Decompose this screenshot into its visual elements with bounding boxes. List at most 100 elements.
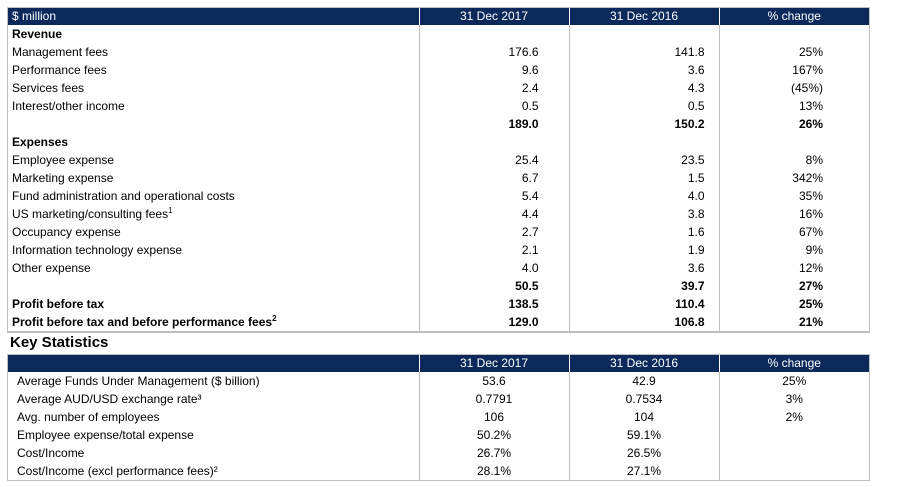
income-table-header-row: $ million 31 Dec 2017 31 Dec 2016 % chan… xyxy=(8,8,869,25)
total-row: 50.5 39.7 27% xyxy=(8,277,869,295)
value-2016: 141.8 xyxy=(568,43,719,61)
table-row: Other expense 4.0 3.6 12% xyxy=(8,259,869,277)
row-label: Average Funds Under Management ($ billio… xyxy=(17,374,260,388)
row-label: Employee expense xyxy=(8,151,419,169)
pct-change: 2% xyxy=(718,408,869,426)
pct-change-text: 25% xyxy=(798,297,823,311)
key-stats-table-body: Average Funds Under Management ($ billio… xyxy=(8,372,869,480)
value-2017-text: 25.4 xyxy=(515,153,539,167)
pct-change: 12% xyxy=(718,259,869,277)
value-2017: 176.6 xyxy=(418,43,569,61)
header-pct-change: % change xyxy=(718,8,869,25)
value-2017: 0.7791 xyxy=(418,390,569,408)
value-2016: 0.5 xyxy=(568,97,719,115)
row-label xyxy=(8,115,419,133)
row-label: Fund administration and operational cost… xyxy=(8,187,419,205)
total-row: Profit before tax 138.5 110.4 25% xyxy=(8,295,869,313)
pct-change: 25% xyxy=(718,43,869,61)
pct-change-text: 27% xyxy=(798,279,823,293)
row-label-text: Management fees xyxy=(12,45,109,59)
table-row: Employee expense 25.4 23.5 8% xyxy=(8,151,869,169)
table-row: Occupancy expense 2.7 1.6 67% xyxy=(8,223,869,241)
pct-change: 26% xyxy=(718,115,869,133)
value-2017-text: 2.7 xyxy=(521,225,539,239)
pct-change-text: 21% xyxy=(798,315,823,329)
value-2017-text: 4.0 xyxy=(521,261,539,275)
value-2017: 50.5 xyxy=(418,277,569,295)
value-2017 xyxy=(418,133,569,151)
table-row: Management fees 176.6 141.8 25% xyxy=(8,43,869,61)
value-2016-text: 1.6 xyxy=(687,225,705,239)
header-unit: $ million xyxy=(8,8,419,25)
row-label xyxy=(8,277,419,295)
value-2017-text: 0.5 xyxy=(521,99,539,113)
pct-change xyxy=(718,25,869,43)
table-row: Average AUD/USD exchange rate³ 0.7791 0.75… xyxy=(8,390,869,408)
row-label: Cost/Income xyxy=(17,446,85,460)
value-2016-text: 39.7 xyxy=(681,279,705,293)
row-label: Cost/Income (excl performance fees)² xyxy=(17,464,218,478)
table-row: US marketing/consulting fees1 4.4 3.8 16% xyxy=(8,205,869,223)
pct-change-text: 26% xyxy=(798,117,823,131)
row-label: Services fees xyxy=(8,79,419,97)
pct-change: 21% xyxy=(718,313,869,332)
value-2017-text: 5.4 xyxy=(521,189,539,203)
pct-change: 167% xyxy=(718,61,869,79)
row-label-text: Profit before tax xyxy=(12,297,105,311)
value-2017: 28.1% xyxy=(418,462,569,480)
value-2016-text: 4.3 xyxy=(687,81,705,95)
value-2017: 26.7% xyxy=(418,444,569,462)
value-2017: 25.4 xyxy=(418,151,569,169)
value-2016: 59.1% xyxy=(568,426,719,444)
income-statement-table: $ million 31 Dec 2017 31 Dec 2016 % chan… xyxy=(8,8,869,332)
value-2016 xyxy=(568,133,719,151)
row-label: Profit before tax and before performance… xyxy=(8,313,419,332)
pct-change: 25% xyxy=(718,372,869,390)
table-row: Cost/Income 26.7% 26.5% xyxy=(8,444,869,462)
value-2016: 27.1% xyxy=(568,462,719,480)
row-label-text: Performance fees xyxy=(12,63,107,77)
row-label: Avg. number of employees xyxy=(17,410,160,424)
row-label: Average AUD/USD exchange rate³ xyxy=(17,392,202,406)
value-2017-text: 2.1 xyxy=(521,243,539,257)
pct-change: 8% xyxy=(718,151,869,169)
row-label-text: Employee expense xyxy=(12,153,115,167)
pct-change-text: 8% xyxy=(805,153,823,167)
value-2016-text: 141.8 xyxy=(674,45,705,59)
pct-change xyxy=(718,133,869,151)
value-2016-text: 150.2 xyxy=(674,117,705,131)
value-2016-text: 3.6 xyxy=(687,261,705,275)
value-2016-text: 110.4 xyxy=(675,297,705,311)
table-row: Services fees 2.4 4.3 (45%) xyxy=(8,79,869,97)
table-row: Cost/Income (excl performance fees)² 28.1… xyxy=(8,462,869,480)
value-2017-text: 129.0 xyxy=(508,315,539,329)
pct-change-text: (45%) xyxy=(790,81,823,95)
pct-change: 3% xyxy=(718,390,869,408)
header-2016: 31 Dec 2016 xyxy=(568,8,719,25)
value-2017-text: 6.7 xyxy=(521,171,539,185)
table-row: Information technology expense 2.1 1.9 9% xyxy=(8,241,869,259)
pct-change-text: 9% xyxy=(805,243,823,257)
value-2017: 6.7 xyxy=(418,169,569,187)
value-2017-text: 4.4 xyxy=(521,207,539,221)
row-label-text: Interest/other income xyxy=(12,99,125,113)
pct-change: 27% xyxy=(718,277,869,295)
value-2016-text: 1.5 xyxy=(687,171,705,185)
value-2017-text: 9.6 xyxy=(521,63,539,77)
key-statistics-title: Key Statistics xyxy=(10,334,109,351)
table-row: Performance fees 9.6 3.6 167% xyxy=(8,61,869,79)
value-2016: 26.5% xyxy=(568,444,719,462)
pct-change: 25% xyxy=(718,295,869,313)
value-2016: 110.4 xyxy=(568,295,719,313)
row-label-text: Profit before tax and before performance… xyxy=(12,315,273,329)
value-2016: 1.5 xyxy=(568,169,719,187)
value-2017: 2.4 xyxy=(418,79,569,97)
value-2017-text: 138.5 xyxy=(508,297,539,311)
value-2017: 2.1 xyxy=(418,241,569,259)
value-2016: 1.9 xyxy=(568,241,719,259)
footnote-marker: 1 xyxy=(168,206,173,215)
value-2016: 3.8 xyxy=(568,205,719,223)
total-row: 189.0 150.2 26% xyxy=(8,115,869,133)
row-label: Marketing expense xyxy=(8,169,419,187)
row-label: Employee expense/total expense xyxy=(17,428,194,442)
